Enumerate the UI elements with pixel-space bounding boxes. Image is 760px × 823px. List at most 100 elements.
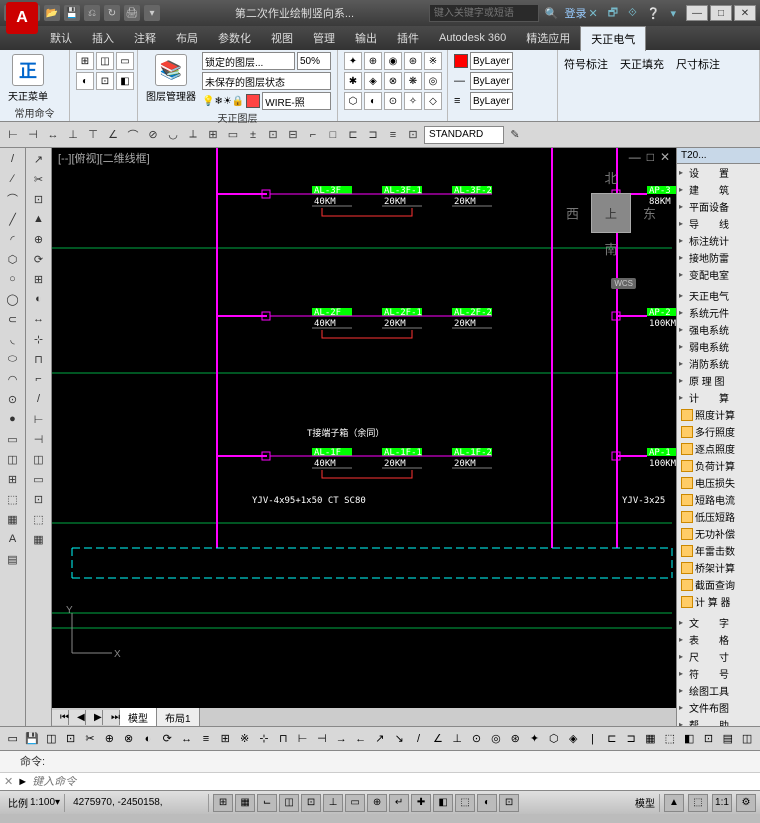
- ribbon-label[interactable]: 尺寸标注: [676, 56, 720, 72]
- draw-tool[interactable]: ▭: [4, 430, 22, 448]
- bottom-tool[interactable]: ⊡: [62, 730, 79, 748]
- dim-tool[interactable]: ▭: [224, 126, 242, 144]
- bottom-tool[interactable]: ⊹: [255, 730, 272, 748]
- modify-tool[interactable]: /: [30, 390, 48, 408]
- layer-state-combo[interactable]: 未保存的图层状态: [202, 72, 331, 90]
- dim-tool[interactable]: ∠: [104, 126, 122, 144]
- ribbon-icon[interactable]: ⊕: [364, 52, 382, 70]
- ribbon-icon[interactable]: ※: [424, 52, 442, 70]
- modify-tool[interactable]: ▲: [30, 210, 48, 228]
- side-item[interactable]: 系统元件: [677, 304, 760, 321]
- status-toggle[interactable]: ⌙: [257, 794, 277, 812]
- draw-tool[interactable]: ∕: [4, 170, 22, 188]
- titlebar-icon[interactable]: ⟐: [628, 7, 637, 20]
- draw-tool[interactable]: ●: [4, 410, 22, 428]
- bottom-tool[interactable]: |: [584, 730, 601, 748]
- status-toggle[interactable]: ▦: [235, 794, 255, 812]
- qat-button[interactable]: ⎌: [84, 5, 100, 21]
- view-label[interactable]: [--][俯视][二维线框]: [58, 150, 150, 166]
- modify-tool[interactable]: ⊢: [30, 410, 48, 428]
- modify-tool[interactable]: ⌐: [30, 370, 48, 388]
- bottom-tool[interactable]: ◐: [139, 730, 156, 748]
- ribbon-icon[interactable]: ⊛: [404, 52, 422, 70]
- bottom-tool[interactable]: ⊓: [275, 730, 292, 748]
- ribbon-icon[interactable]: ⊙: [384, 92, 402, 110]
- bottom-tool[interactable]: ⊕: [101, 730, 118, 748]
- ribbon-icon[interactable]: ◇: [424, 92, 442, 110]
- tab-layout1[interactable]: 布局1: [157, 708, 200, 727]
- bottom-tool[interactable]: ◫: [43, 730, 60, 748]
- bottom-tool[interactable]: 💾: [23, 730, 40, 748]
- qat-button[interactable]: ↻: [104, 5, 120, 21]
- side-item[interactable]: 低压短路: [677, 508, 760, 525]
- side-item[interactable]: 尺 寸: [677, 648, 760, 665]
- modify-tool[interactable]: ⊕: [30, 230, 48, 248]
- ribbon-tab[interactable]: 插入: [82, 26, 124, 50]
- dim-tool[interactable]: ⌒: [124, 126, 142, 144]
- bottom-tool[interactable]: ⊗: [120, 730, 137, 748]
- ribbon-label[interactable]: 符号标注: [564, 56, 608, 72]
- status-toggle[interactable]: ◧: [433, 794, 453, 812]
- bottom-tool[interactable]: ◫: [738, 730, 755, 748]
- ribbon-icon[interactable]: ◐: [76, 72, 94, 90]
- side-item[interactable]: 原 理 图: [677, 372, 760, 389]
- bottom-tool[interactable]: ※: [236, 730, 253, 748]
- qat-button[interactable]: 📂: [44, 5, 60, 21]
- ribbon-icon[interactable]: ◈: [364, 72, 382, 90]
- dim-tool[interactable]: ⊢: [4, 126, 22, 144]
- ribbon-tab[interactable]: 输出: [345, 26, 387, 50]
- drawing-canvas[interactable]: [--][俯视][二维线框] —□✕ 北 南 西 东 上 WCS AL-3F40…: [52, 148, 676, 726]
- help-search-input[interactable]: [429, 4, 539, 22]
- dim-tool[interactable]: ⊐: [364, 126, 382, 144]
- dim-tool[interactable]: ±: [244, 126, 262, 144]
- window-button[interactable]: □: [710, 5, 732, 21]
- ribbon-icon[interactable]: ⊗: [384, 72, 402, 90]
- side-item[interactable]: 变配电室: [677, 266, 760, 283]
- bottom-tool[interactable]: ↗: [371, 730, 388, 748]
- modify-tool[interactable]: ◫: [30, 450, 48, 468]
- modify-tool[interactable]: ⊓: [30, 350, 48, 368]
- side-item[interactable]: 计 算 器: [677, 593, 760, 610]
- side-item[interactable]: 电压损失: [677, 474, 760, 491]
- tab-model[interactable]: 模型: [120, 708, 157, 727]
- dim-tool[interactable]: ⊡: [264, 126, 282, 144]
- side-item[interactable]: 消防系统: [677, 355, 760, 372]
- modify-tool[interactable]: ⬚: [30, 510, 48, 528]
- modify-tool[interactable]: ⊡: [30, 190, 48, 208]
- draw-tool[interactable]: ⊞: [4, 470, 22, 488]
- status-toggle[interactable]: ⊡: [301, 794, 321, 812]
- bottom-tool[interactable]: ⊙: [468, 730, 485, 748]
- modify-tool[interactable]: ◐: [30, 290, 48, 308]
- status-toggle[interactable]: ⊞: [213, 794, 233, 812]
- side-item[interactable]: 帮 助: [677, 716, 760, 726]
- side-item[interactable]: 弱电系统: [677, 338, 760, 355]
- side-item[interactable]: 负荷计算: [677, 457, 760, 474]
- side-item[interactable]: 短路电流: [677, 491, 760, 508]
- search-icon[interactable]: 🔍: [545, 7, 559, 20]
- side-item[interactable]: 多行照度: [677, 423, 760, 440]
- titlebar-icon[interactable]: ▾: [670, 7, 676, 20]
- bottom-tool[interactable]: ▦: [642, 730, 659, 748]
- ribbon-icon[interactable]: ◉: [384, 52, 402, 70]
- ribbon-icon[interactable]: ✦: [344, 52, 362, 70]
- bottom-tool[interactable]: ✂: [81, 730, 98, 748]
- status-toggle[interactable]: ⊡: [499, 794, 519, 812]
- side-item[interactable]: 计 算: [677, 389, 760, 406]
- side-item[interactable]: 强电系统: [677, 321, 760, 338]
- modify-tool[interactable]: ↗: [30, 150, 48, 168]
- dim-tool[interactable]: ≡: [384, 126, 402, 144]
- qat-button[interactable]: ▾: [144, 5, 160, 21]
- bottom-tool[interactable]: ⊏: [603, 730, 620, 748]
- ribbon-tab[interactable]: 布局: [166, 26, 208, 50]
- side-item[interactable]: 文 字: [677, 614, 760, 631]
- dim-tool[interactable]: ⊤: [84, 126, 102, 144]
- draw-tool[interactable]: A: [4, 530, 22, 548]
- layer-manager-button[interactable]: 📚图层管理器: [144, 52, 198, 105]
- status-toggle[interactable]: ⊕: [367, 794, 387, 812]
- status-toggle[interactable]: ✚: [411, 794, 431, 812]
- side-item[interactable]: 无功补偿: [677, 525, 760, 542]
- status-toggle[interactable]: ⬚: [455, 794, 475, 812]
- ribbon-tab[interactable]: 参数化: [208, 26, 261, 50]
- status-toggle[interactable]: ◫: [279, 794, 299, 812]
- bottom-tool[interactable]: ◧: [680, 730, 697, 748]
